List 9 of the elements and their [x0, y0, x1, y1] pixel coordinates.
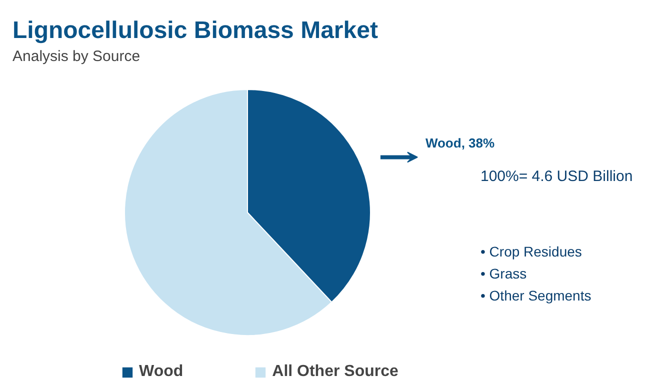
- legend-label: All Other Source: [272, 363, 398, 381]
- chart-subtitle: Analysis by Source: [12, 48, 140, 65]
- legend-label: Wood: [139, 363, 184, 381]
- data-label: Wood, 38%: [425, 136, 495, 151]
- text: • Other Segments: [480, 288, 592, 304]
- chart-title: Lignocellulosic Biomass Market: [12, 17, 378, 44]
- text: • Grass: [480, 266, 527, 282]
- text: • Crop Residues: [480, 244, 582, 260]
- text: 100%= 4.6 USD Billion: [480, 168, 633, 185]
